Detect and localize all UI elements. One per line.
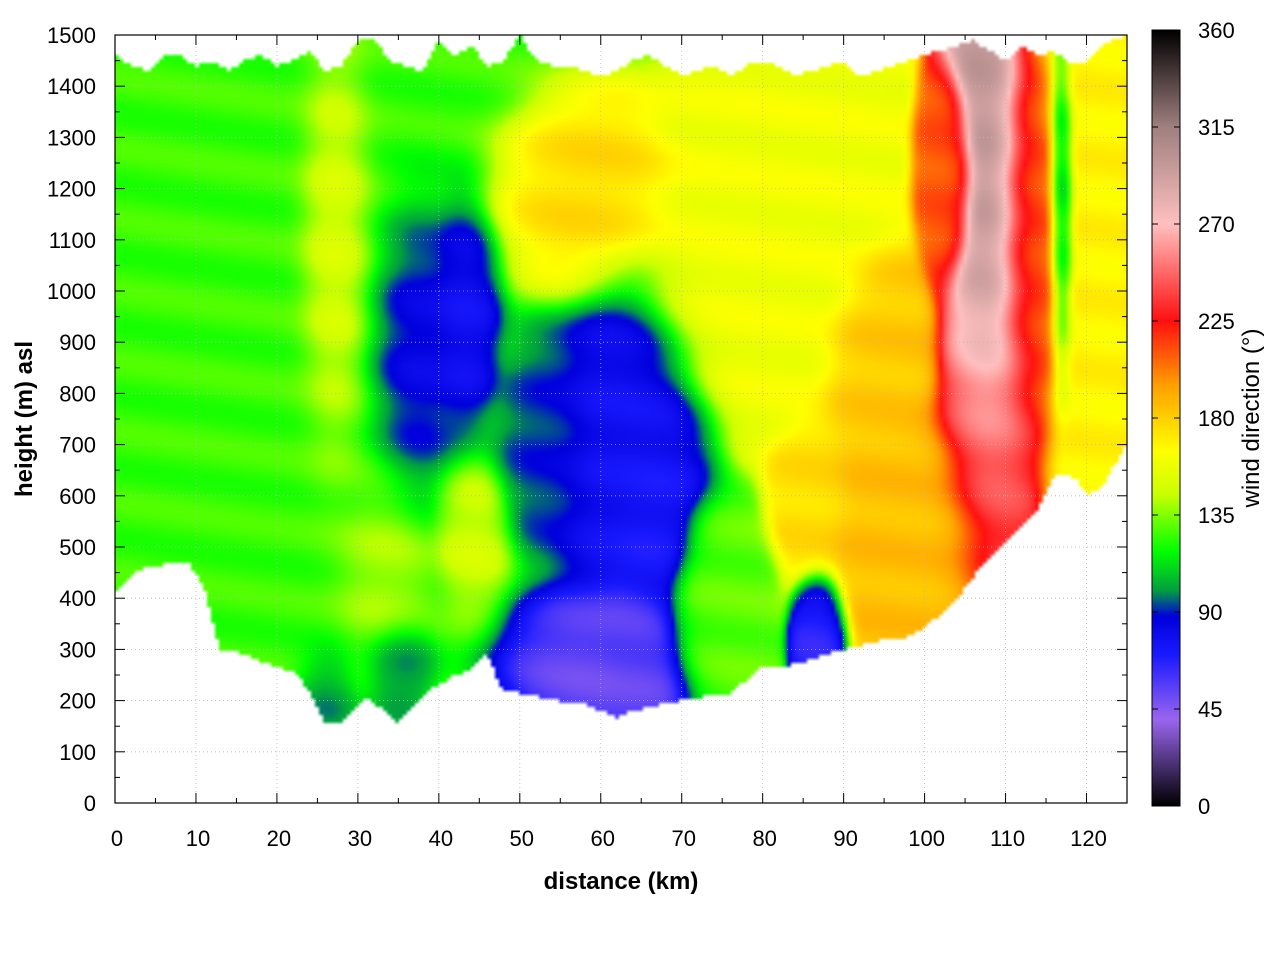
y-tick-label: 100 — [59, 740, 96, 765]
colorbar-ticks: 0 45 90 135 180 225 270 315 360 — [1152, 18, 1235, 819]
y-tick-label: 1100 — [49, 228, 96, 253]
y-tick-label: 600 — [59, 484, 96, 509]
x-tick-label: 20 — [267, 826, 291, 851]
x-tick-label: 120 — [1070, 826, 1107, 851]
x-tick-label: 100 — [908, 826, 945, 851]
x-tick-label: 30 — [348, 826, 372, 851]
y-tick-label: 800 — [59, 381, 96, 406]
plot-frame — [114, 34, 1128, 804]
y-tick-label: 400 — [59, 586, 96, 611]
x-tick-label: 110 — [990, 826, 1025, 851]
y-tick-label: 1000 — [47, 279, 96, 304]
x-tick-labels: 0 10 20 30 40 50 60 70 80 90 100 110 120 — [111, 826, 1107, 851]
colorbar-tick-label: 135 — [1198, 503, 1235, 528]
plot-grid — [115, 35, 1127, 803]
y-axis-title: height (m) asl — [11, 341, 38, 497]
y-tick-labels: 0 100 200 300 400 500 600 700 800 900 1000 1100 1200… — [47, 23, 96, 816]
y-tick-label: 1500 — [47, 23, 96, 48]
x-tick-label: 50 — [510, 826, 534, 851]
y-tick-label: 700 — [59, 433, 96, 458]
wind-direction-field — [115, 35, 1127, 803]
colorbar-tick-label: 360 — [1198, 18, 1235, 43]
x-tick-label: 80 — [752, 826, 776, 851]
colorbar-tick-label: 315 — [1198, 115, 1235, 140]
y-tick-label: 1400 — [47, 74, 96, 99]
y-tick-label: 500 — [59, 535, 96, 560]
colorbar-title: wind direction (°) — [1238, 329, 1265, 509]
x-tick-label: 60 — [591, 826, 615, 851]
x-axis-title: distance (km) — [544, 868, 699, 895]
y-tick-label: 1200 — [47, 177, 96, 202]
x-tick-label: 40 — [429, 826, 453, 851]
colorbar-tick-label: 270 — [1198, 212, 1235, 237]
colorbar-tick-label: 90 — [1198, 600, 1222, 625]
y-tick-label: 1300 — [47, 125, 96, 150]
colorbar-tick-label: 45 — [1198, 697, 1222, 722]
x-tick-label: 70 — [671, 826, 695, 851]
y-tick-label: 300 — [59, 637, 96, 662]
colorbar-tick-label: 0 — [1198, 794, 1210, 819]
colorbar-tick-label: 180 — [1198, 406, 1235, 431]
x-tick-label: 90 — [833, 826, 857, 851]
colorbar-tick-label: 225 — [1198, 309, 1235, 334]
axis-ticks — [114, 34, 1127, 804]
y-tick-label: 200 — [59, 689, 96, 714]
y-tick-label: 900 — [59, 330, 96, 355]
x-tick-label: 0 — [111, 826, 123, 851]
x-tick-label: 10 — [186, 826, 210, 851]
y-tick-label: 0 — [84, 791, 96, 816]
